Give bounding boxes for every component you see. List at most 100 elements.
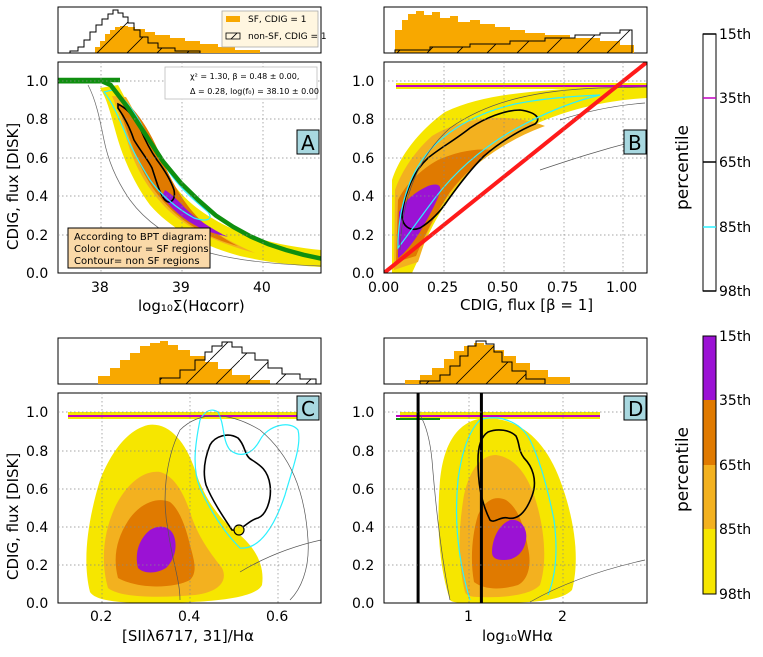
d-xlabel: log₁₀WHα xyxy=(482,627,553,645)
a-ytick-5: 1.0 xyxy=(26,74,48,90)
cbar-bottom-tick-15: 15th xyxy=(719,329,751,345)
panel-b: B 0.00 0.25 0.50 0.75 1.00 0.0 0.2 0.4 0… xyxy=(352,61,648,314)
a-ylabel: CDIG, flux [DISK] xyxy=(4,123,22,250)
c-xtick-0: 0.2 xyxy=(90,609,112,625)
c-xtick-2: 0.6 xyxy=(266,609,288,625)
a-xlabel: log₁₀Σ(Hαcorr) xyxy=(138,297,245,315)
a-xtick-40: 40 xyxy=(253,280,271,296)
contour-d-cyan xyxy=(455,417,557,601)
b-ytick-3: 0.6 xyxy=(352,151,374,167)
a-ytick-1: 0.2 xyxy=(26,228,48,244)
d-ytick-2: 0.4 xyxy=(352,520,374,536)
note-line2: Color contour = SF regions xyxy=(74,244,209,255)
panel-label-a-box xyxy=(296,129,320,155)
contour-c-grey2 xyxy=(239,539,321,573)
b-xtick-4: 1.00 xyxy=(606,280,637,296)
cbar-bottom-seg-1 xyxy=(703,336,716,400)
histogram-c xyxy=(57,337,322,385)
contour-a-35 xyxy=(162,190,228,237)
legend-sf: SF, CDIG = 1 xyxy=(248,15,306,25)
histogram-d xyxy=(383,337,648,385)
c-blob xyxy=(233,524,245,536)
a-ytick-0: 0.0 xyxy=(26,266,48,282)
cbar-bottom-seg-4 xyxy=(703,529,716,594)
histogram-b xyxy=(383,6,648,54)
a-ytick-3: 0.6 xyxy=(26,151,48,167)
contour-c-grey xyxy=(164,415,309,601)
a-ytick-4: 0.8 xyxy=(26,112,48,128)
grid-b xyxy=(384,62,647,273)
cbar-top-tick-98: 98th xyxy=(719,284,751,300)
b-ytick-5: 1.0 xyxy=(352,74,374,90)
panel-label-d: D xyxy=(628,397,643,421)
c-ytick-3: 0.6 xyxy=(26,482,48,498)
b-ytick-1: 0.2 xyxy=(352,228,374,244)
contour-c-black xyxy=(203,434,272,531)
cbar-bottom-label: percentile xyxy=(673,427,693,512)
d-xtick-1: 1 xyxy=(464,609,473,625)
c-ytick-4: 0.8 xyxy=(26,444,48,460)
panel-label-d-box xyxy=(623,395,647,421)
b-xtick-0: 0.00 xyxy=(368,280,399,296)
b-ytick-4: 0.8 xyxy=(352,112,374,128)
c-ytick-2: 0.4 xyxy=(26,520,48,536)
cbar-top-tick-85: 85th xyxy=(719,220,751,236)
fit-text-line1: χ² = 1.30, β = 0.48 ± 0.00, xyxy=(190,72,299,81)
contour-d-grey xyxy=(419,414,646,603)
contour-d-35 xyxy=(492,519,527,560)
b-xtick-3: 0.75 xyxy=(547,280,578,296)
cbar-bottom-tick-98: 98th xyxy=(719,587,751,603)
b-ytick-0: 0.0 xyxy=(352,266,374,282)
c-xtick-1: 0.4 xyxy=(178,609,200,625)
grid-a xyxy=(58,62,321,273)
fit-text-box xyxy=(164,66,318,100)
contour-c-cyan xyxy=(194,409,300,549)
panel-a: χ² = 1.30, β = 0.48 ± 0.00, Δ = 0.28, lo… xyxy=(4,61,322,315)
a-xtick-38: 38 xyxy=(91,280,109,296)
grid-d xyxy=(384,393,647,603)
one-to-one-line xyxy=(384,62,647,273)
panel-label-b-box xyxy=(623,129,647,155)
note-line1: According to BPT diagram: xyxy=(74,232,207,243)
contour-b-black xyxy=(401,109,539,231)
c-ytick-0: 0.0 xyxy=(26,596,48,612)
contour-b-65 xyxy=(396,149,492,262)
contour-c-35 xyxy=(136,526,176,573)
cbar-bottom-tick-35: 35th xyxy=(719,393,751,409)
colorbar-bottom: 15th 35th 65th 85th 98th percentile xyxy=(673,329,751,603)
histogram-a: SF, CDIG = 1 non-SF, CDIG = 1 xyxy=(57,6,327,54)
c-xlabel: [SIIλ6717, 31]/Hα xyxy=(122,627,254,645)
d-ytick-0: 0.0 xyxy=(352,596,374,612)
contour-a-nonsf-cyan xyxy=(102,89,211,221)
cbar-top-tick-15: 15th xyxy=(719,27,751,43)
panel-label-c-box xyxy=(296,395,320,421)
cbar-bottom-tick-85: 85th xyxy=(719,522,751,538)
hist-a-nonsf xyxy=(69,9,201,54)
panel-label-c: C xyxy=(301,397,315,421)
contour-b-grey xyxy=(399,86,647,251)
cbar-bottom-seg-2 xyxy=(703,400,716,465)
d-ytick-1: 0.2 xyxy=(352,558,374,574)
a-ytick-2: 0.4 xyxy=(26,189,48,205)
d-xtick-2: 2 xyxy=(558,609,567,625)
d-ytick-3: 0.6 xyxy=(352,482,374,498)
c-ytick-5: 1.0 xyxy=(26,405,48,421)
contour-b-35 xyxy=(398,184,441,258)
cbar-bottom-tick-65: 65th xyxy=(719,458,751,474)
cbar-top-tick-35: 35th xyxy=(719,91,751,107)
colorbar-top: 15th 35th 65th 85th 98th percentile xyxy=(673,27,751,300)
c-ytick-1: 0.2 xyxy=(26,558,48,574)
b-ytick-2: 0.4 xyxy=(352,189,374,205)
cbar-top-tick-65: 65th xyxy=(719,155,751,171)
d-ytick-5: 1.0 xyxy=(352,405,374,421)
hist-b-nonsf xyxy=(394,29,633,54)
b-xtick-1: 0.25 xyxy=(427,280,458,296)
d-ytick-4: 0.8 xyxy=(352,444,374,460)
grid-c xyxy=(58,393,321,603)
c-ylabel: CDIG, flux [DISK] xyxy=(4,453,22,580)
cbar-bottom-seg-3 xyxy=(703,465,716,529)
contour-d-black xyxy=(477,429,536,522)
hist-d-nonsf xyxy=(419,340,546,385)
fit-text-line2: Δ = 0.28, log(f₀) = 38.10 ± 0.00 xyxy=(190,87,319,96)
